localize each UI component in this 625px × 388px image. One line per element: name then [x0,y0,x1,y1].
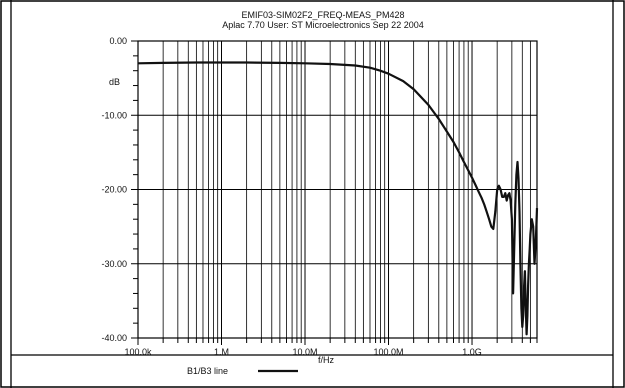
y-tick-label: 0.00 [109,36,127,46]
x-tick-label: 1.M [214,347,229,357]
y-tick-label: -40.00 [101,333,127,343]
x-axis-label: f/Hz [318,355,335,365]
y-tick-label: -10.00 [101,110,127,120]
x-tick-label: 10.0M [293,347,318,357]
y-axis-ticks: 0.00 -10.00 -20.00 -30.00 -40.00 [101,36,138,343]
chart-subtitle: Aplac 7.70 User: ST Microelectronics Sep… [222,20,423,30]
y-tick-label: -30.00 [101,259,127,269]
chart-title: EMIF03-SIM02F2_FREQ-MEAS_PM428 [241,10,404,20]
y-axis-label: dB [109,77,120,87]
x-tick-label: 1.0G [462,347,482,357]
x-tick-label: 100.0M [373,347,403,357]
y-tick-label: -20.00 [101,185,127,195]
series-line-b1-b3 [137,61,539,336]
x-tick-label: 100.0k [124,347,152,357]
legend-label: B1/B3 line [187,366,228,376]
plot-area-border [137,40,538,339]
x-axis-ticks: 100.0k 1.M 10.0M 100.0M 1.0G [124,338,538,357]
